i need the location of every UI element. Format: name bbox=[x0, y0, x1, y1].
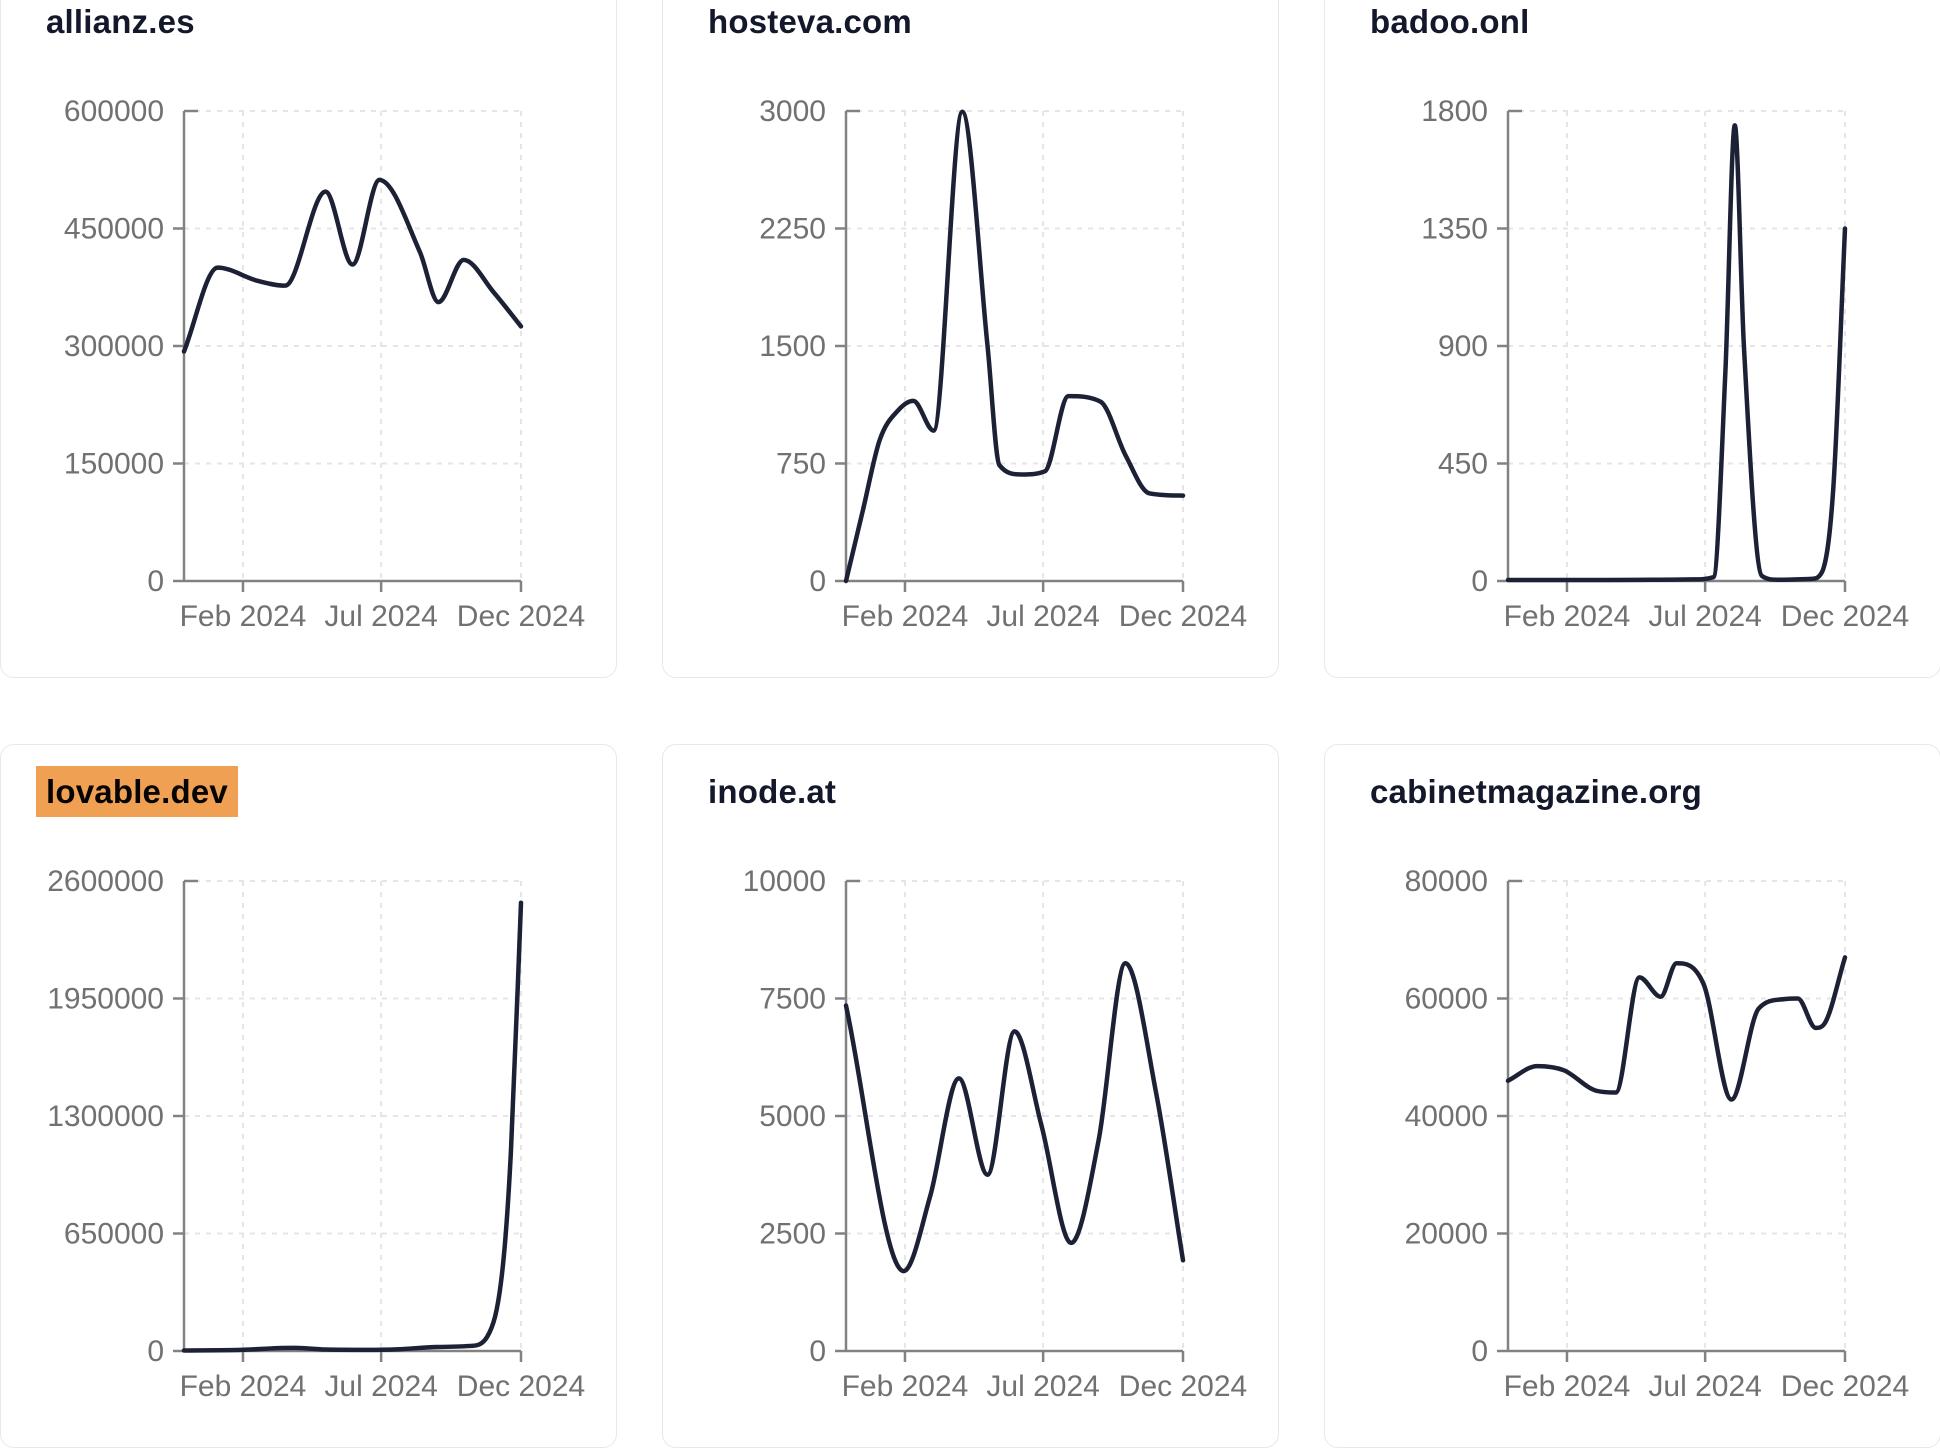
y-axis-tick-label: 450 bbox=[1438, 448, 1488, 481]
domain-card-cabinetmagazine-org[interactable]: cabinetmagazine.org 0 20000 40000 60000 8000… bbox=[1324, 744, 1940, 1448]
y-axis-tick-label: 3000 bbox=[759, 95, 826, 128]
axis-tick-labels: 0 20000 40000 60000 80000 Feb 2024 Jul 2024 Dec… bbox=[1405, 865, 1910, 1403]
gridlines bbox=[846, 880, 1184, 1351]
axis-tick-labels: 0 750 1500 2250 3000 Feb 2024 Jul 2024 Dec 2024 bbox=[759, 95, 1247, 633]
traffic-series-line bbox=[181, 177, 524, 354]
y-axis-tick-label: 1350 bbox=[1421, 213, 1488, 246]
domain-title-text: cabinetmagazine.org bbox=[1370, 773, 1703, 810]
y-axis-tick-label: 0 bbox=[147, 565, 164, 598]
x-axis-tick-label: Dec 2024 bbox=[457, 600, 585, 633]
y-axis-tick-label: 750 bbox=[776, 448, 826, 481]
domain-title[interactable]: cabinetmagazine.org bbox=[1370, 773, 1702, 811]
axes bbox=[1497, 109, 1847, 592]
x-axis-tick-label: Feb 2024 bbox=[1504, 1370, 1631, 1403]
gridlines bbox=[184, 880, 522, 1351]
x-axis-tick-label: Dec 2024 bbox=[1781, 600, 1909, 633]
y-axis-tick-label: 150000 bbox=[64, 448, 164, 481]
y-axis-tick-label: 80000 bbox=[1405, 865, 1488, 898]
traffic-line-chart[interactable]: 0 450 900 1350 1800 Feb 2024 Jul 2024 Dec 2024 bbox=[1325, 0, 1940, 679]
gridlines bbox=[184, 110, 522, 581]
domain-card-lovable-dev[interactable]: lovable.dev 0 650000 1300000 1950000 2600000… bbox=[0, 744, 617, 1448]
domain-title[interactable]: badoo.onl bbox=[1370, 3, 1529, 41]
gridlines bbox=[846, 110, 1184, 581]
y-axis-tick-label: 300000 bbox=[64, 330, 164, 363]
domain-card-allianz-es[interactable]: allianz.es 0 150000 300000 450000 600000 Feb … bbox=[0, 0, 617, 678]
x-axis-tick-label: Jul 2024 bbox=[986, 1370, 1099, 1403]
domain-title-text: badoo.onl bbox=[1370, 3, 1530, 40]
y-axis-tick-label: 10000 bbox=[743, 865, 826, 898]
y-axis-tick-label: 0 bbox=[147, 1335, 164, 1368]
x-axis-tick-label: Feb 2024 bbox=[1504, 600, 1631, 633]
x-axis-tick-label: Feb 2024 bbox=[180, 600, 307, 633]
axes bbox=[835, 879, 1185, 1362]
y-axis-tick-label: 60000 bbox=[1405, 983, 1488, 1016]
x-axis-tick-label: Jul 2024 bbox=[324, 1370, 437, 1403]
y-axis-tick-label: 2600000 bbox=[47, 865, 164, 898]
y-axis-tick-label: 0 bbox=[809, 1335, 826, 1368]
x-axis-tick-label: Jul 2024 bbox=[986, 600, 1099, 633]
y-axis-tick-label: 2250 bbox=[759, 213, 826, 246]
traffic-series-line bbox=[181, 900, 524, 1353]
y-axis-tick-label: 2500 bbox=[759, 1218, 826, 1251]
y-axis-tick-label: 40000 bbox=[1405, 1100, 1488, 1133]
x-axis-tick-label: Dec 2024 bbox=[1781, 1370, 1909, 1403]
domain-title[interactable]: lovable.dev bbox=[36, 766, 238, 817]
y-axis-tick-label: 600000 bbox=[64, 95, 164, 128]
traffic-line-chart[interactable]: 0 150000 300000 450000 600000 Feb 2024 Jul 202… bbox=[1, 0, 618, 679]
x-axis-tick-label: Jul 2024 bbox=[1648, 600, 1761, 633]
domain-title[interactable]: allianz.es bbox=[46, 3, 195, 41]
y-axis-tick-label: 0 bbox=[809, 565, 826, 598]
y-axis-tick-label: 7500 bbox=[759, 983, 826, 1016]
y-axis-tick-label: 5000 bbox=[759, 1100, 826, 1133]
y-axis-tick-label: 20000 bbox=[1405, 1218, 1488, 1251]
x-axis-tick-label: Feb 2024 bbox=[842, 1370, 969, 1403]
x-axis-tick-label: Dec 2024 bbox=[1119, 1370, 1247, 1403]
y-axis-tick-label: 0 bbox=[1471, 565, 1488, 598]
axes bbox=[1497, 879, 1847, 1362]
x-axis-tick-label: Feb 2024 bbox=[180, 1370, 307, 1403]
domain-title-text: lovable.dev bbox=[36, 766, 238, 817]
y-axis-tick-label: 450000 bbox=[64, 213, 164, 246]
axes bbox=[835, 109, 1185, 592]
axes bbox=[173, 109, 523, 592]
y-axis-tick-label: 1500 bbox=[759, 330, 826, 363]
traffic-line-chart[interactable]: 0 650000 1300000 1950000 2600000 Feb 2024 Jul … bbox=[1, 745, 618, 1449]
domain-title-text: hosteva.com bbox=[708, 3, 912, 40]
y-axis-tick-label: 0 bbox=[1471, 1335, 1488, 1368]
axis-tick-labels: 0 650000 1300000 1950000 2600000 Feb 2024 Jul … bbox=[47, 865, 585, 1403]
y-axis-tick-label: 1800 bbox=[1421, 95, 1488, 128]
x-axis-tick-label: Dec 2024 bbox=[457, 1370, 585, 1403]
axes bbox=[173, 879, 523, 1362]
domain-card-inode-at[interactable]: inode.at 0 2500 5000 7500 10000 Feb 2024 Jul 2… bbox=[662, 744, 1279, 1448]
traffic-series-line bbox=[843, 961, 1186, 1274]
traffic-line-chart[interactable]: 0 750 1500 2250 3000 Feb 2024 Jul 2024 Dec 2024 bbox=[663, 0, 1280, 679]
domain-title-text: inode.at bbox=[708, 773, 837, 810]
x-axis-tick-label: Jul 2024 bbox=[324, 600, 437, 633]
domain-title[interactable]: inode.at bbox=[708, 773, 836, 811]
x-axis-tick-label: Jul 2024 bbox=[1648, 1370, 1761, 1403]
traffic-series-line bbox=[1505, 955, 1848, 1102]
y-axis-tick-label: 1950000 bbox=[47, 983, 164, 1016]
y-axis-tick-label: 1300000 bbox=[47, 1100, 164, 1133]
domain-title[interactable]: hosteva.com bbox=[708, 3, 912, 41]
x-axis-tick-label: Feb 2024 bbox=[842, 600, 969, 633]
axis-tick-labels: 0 150000 300000 450000 600000 Feb 2024 Jul 202… bbox=[64, 95, 585, 633]
gridlines bbox=[1508, 110, 1846, 581]
traffic-line-chart[interactable]: 0 20000 40000 60000 80000 Feb 2024 Jul 2024 Dec… bbox=[1325, 745, 1940, 1449]
axis-tick-labels: 0 450 900 1350 1800 Feb 2024 Jul 2024 Dec 2024 bbox=[1421, 95, 1909, 633]
domain-title-text: allianz.es bbox=[46, 3, 195, 40]
y-axis-tick-label: 900 bbox=[1438, 330, 1488, 363]
traffic-series-line bbox=[1505, 123, 1848, 583]
x-axis-tick-label: Dec 2024 bbox=[1119, 600, 1247, 633]
domain-card-badoo-onl[interactable]: badoo.onl 0 450 900 1350 1800 Feb 2024 Jul 202… bbox=[1324, 0, 1940, 678]
y-axis-tick-label: 650000 bbox=[64, 1218, 164, 1251]
gridlines bbox=[1508, 880, 1846, 1351]
traffic-series-line bbox=[843, 109, 1186, 584]
domain-card-hosteva-com[interactable]: hosteva.com 0 750 1500 2250 3000 Feb 2024 Jul … bbox=[662, 0, 1279, 678]
axis-tick-labels: 0 2500 5000 7500 10000 Feb 2024 Jul 2024 Dec 20… bbox=[743, 865, 1248, 1403]
traffic-line-chart[interactable]: 0 2500 5000 7500 10000 Feb 2024 Jul 2024 Dec 20… bbox=[663, 745, 1280, 1449]
